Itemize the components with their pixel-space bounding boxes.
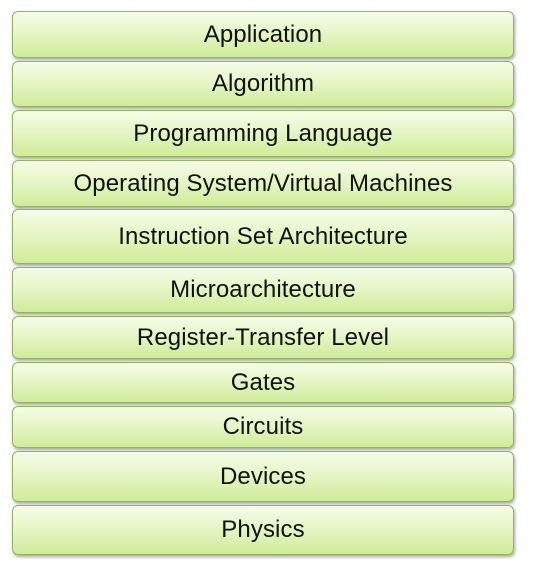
layer-programming-language: Programming Language bbox=[12, 110, 514, 157]
layer-application: Application bbox=[12, 11, 514, 58]
layer-label: Microarchitecture bbox=[170, 276, 356, 303]
layer-gates: Gates bbox=[12, 362, 514, 403]
layer-label: Devices bbox=[219, 462, 307, 490]
layer-algorithm: Algorithm bbox=[12, 61, 514, 107]
abstraction-layer-stack: Application Algorithm Programming Langua… bbox=[12, 11, 514, 557]
layer-label: Instruction Set Architecture bbox=[118, 222, 408, 250]
layer-operating-system: Operating System/Virtual Machines bbox=[12, 160, 514, 207]
layer-label: Algorithm bbox=[211, 70, 315, 97]
layer-label: Programming Language bbox=[133, 119, 393, 147]
layer-devices: Devices bbox=[12, 451, 514, 502]
layer-label: Gates bbox=[230, 368, 296, 396]
layer-label: Application bbox=[203, 20, 323, 48]
layer-physics: Physics bbox=[12, 505, 514, 555]
layer-register-transfer-level: Register-Transfer Level bbox=[12, 316, 514, 359]
layer-circuits: Circuits bbox=[12, 406, 514, 448]
layer-instruction-set-architecture: Instruction Set Architecture bbox=[12, 209, 514, 264]
layer-microarchitecture: Microarchitecture bbox=[12, 267, 514, 313]
layer-label: Physics bbox=[221, 516, 305, 543]
layer-label: Operating System/Virtual Machines bbox=[73, 169, 453, 197]
layer-label: Circuits bbox=[222, 413, 304, 440]
layer-label: Register-Transfer Level bbox=[136, 323, 390, 351]
